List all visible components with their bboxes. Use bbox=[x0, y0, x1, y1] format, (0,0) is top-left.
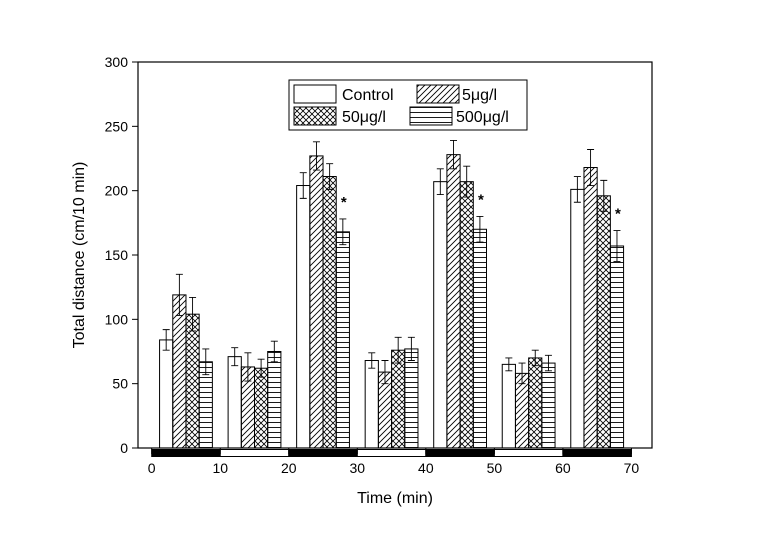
bar-control-10-20 bbox=[227, 356, 242, 449]
error-bar-5ug-50-60 bbox=[518, 362, 526, 385]
bar-500ug-20-30 bbox=[335, 231, 350, 449]
bar-5ug-0-10 bbox=[172, 294, 187, 449]
y-tick-label: 50 bbox=[112, 376, 128, 392]
error-bar-500ug-0-10 bbox=[202, 348, 210, 376]
legend-swatch-control bbox=[293, 84, 337, 104]
bar-5ug-60-70 bbox=[583, 167, 598, 449]
bar-5ug-40-50 bbox=[446, 154, 461, 449]
significance-asterisk: * bbox=[341, 194, 347, 211]
light-phase-bar bbox=[356, 449, 427, 457]
error-bar-5ug-0-10 bbox=[175, 273, 183, 316]
error-bar-500ug-40-50 bbox=[476, 215, 484, 243]
bar-control-60-70 bbox=[570, 188, 585, 449]
error-bar-5ug-30-40 bbox=[381, 360, 389, 385]
x-tick-label: 50 bbox=[487, 460, 503, 476]
y-tick-label: 200 bbox=[105, 183, 129, 199]
significance-asterisk: * bbox=[615, 206, 621, 223]
error-bar-control-40-50 bbox=[436, 168, 444, 195]
error-bar-control-20-30 bbox=[299, 172, 307, 199]
bar-500ug-50-60 bbox=[541, 362, 556, 449]
bar-50ug-60-70 bbox=[596, 195, 611, 449]
legend: Control 5μg/l 50μg/l 500μg/l bbox=[288, 79, 528, 131]
x-tick-label: 40 bbox=[418, 460, 434, 476]
bar-50ug-10-20 bbox=[254, 367, 269, 449]
error-bar-control-10-20 bbox=[231, 347, 239, 367]
error-bar-50ug-10-20 bbox=[257, 358, 265, 378]
bar-50ug-20-30 bbox=[322, 176, 337, 449]
legend-label-50ug: 50μg/l bbox=[342, 109, 386, 126]
error-bar-control-0-10 bbox=[162, 329, 170, 351]
error-bar-500ug-20-30 bbox=[339, 218, 347, 246]
bar-500ug-60-70 bbox=[609, 245, 625, 449]
error-bar-500ug-60-70 bbox=[613, 230, 621, 262]
legend-label-control: Control bbox=[342, 87, 394, 104]
x-tick-label: 60 bbox=[555, 460, 571, 476]
y-tick-label: 150 bbox=[105, 247, 129, 263]
bar-50ug-50-60 bbox=[528, 357, 543, 449]
bar-control-20-30 bbox=[296, 185, 311, 449]
error-bar-500ug-30-40 bbox=[407, 336, 415, 361]
bar-50ug-40-50 bbox=[459, 181, 474, 449]
error-bar-control-30-40 bbox=[368, 352, 376, 369]
error-bar-50ug-50-60 bbox=[531, 349, 539, 367]
bar-5ug-20-30 bbox=[309, 155, 324, 449]
error-bar-50ug-0-10 bbox=[189, 297, 197, 332]
error-bar-5ug-60-70 bbox=[587, 149, 595, 186]
error-bar-500ug-10-20 bbox=[270, 340, 278, 363]
significance-asterisk: * bbox=[478, 191, 484, 208]
x-axis-label: Time (min) bbox=[357, 490, 433, 507]
dark-phase-bar bbox=[425, 449, 495, 457]
bar-control-40-50 bbox=[433, 181, 448, 449]
bar-500ug-10-20 bbox=[267, 351, 282, 449]
y-tick-label: 300 bbox=[105, 54, 129, 70]
legend-swatch-5ug bbox=[416, 84, 460, 104]
legend-label-500ug: 500μg/l bbox=[456, 109, 509, 126]
bar-control-30-40 bbox=[364, 360, 379, 449]
x-tick-label: 0 bbox=[148, 460, 156, 476]
dark-phase-bar bbox=[288, 449, 358, 457]
bar-control-0-10 bbox=[159, 339, 174, 449]
bar-500ug-30-40 bbox=[404, 348, 419, 449]
dark-phase-bar bbox=[151, 449, 221, 457]
error-bar-5ug-20-30 bbox=[312, 141, 320, 171]
legend-label-5ug: 5μg/l bbox=[462, 87, 497, 104]
bar-control-50-60 bbox=[501, 363, 516, 449]
bar-50ug-0-10 bbox=[185, 313, 200, 449]
dark-phase-bar bbox=[562, 449, 632, 457]
y-axis-label: Total distance (cm/10 min) bbox=[71, 162, 88, 349]
y-tick-label: 100 bbox=[105, 311, 129, 327]
light-phase-bar bbox=[493, 449, 564, 457]
legend-swatch-50ug bbox=[293, 106, 337, 126]
error-bar-control-50-60 bbox=[505, 357, 513, 372]
error-bar-50ug-30-40 bbox=[394, 336, 402, 364]
x-tick-label: 20 bbox=[281, 460, 297, 476]
error-bar-50ug-60-70 bbox=[600, 179, 608, 212]
error-bar-control-60-70 bbox=[573, 176, 581, 203]
error-bar-500ug-50-60 bbox=[544, 354, 552, 372]
y-tick-label: 250 bbox=[105, 118, 129, 134]
bar-5ug-50-60 bbox=[514, 372, 530, 449]
error-bar-50ug-40-50 bbox=[463, 165, 471, 198]
bar-500ug-40-50 bbox=[472, 228, 488, 449]
error-bar-50ug-20-30 bbox=[326, 163, 334, 190]
bar-50ug-30-40 bbox=[391, 349, 406, 449]
error-bar-5ug-10-20 bbox=[244, 352, 252, 382]
x-tick-label: 10 bbox=[212, 460, 228, 476]
legend-swatch-500ug bbox=[409, 106, 453, 126]
y-tick-label: 0 bbox=[120, 440, 128, 456]
x-tick-label: 30 bbox=[350, 460, 366, 476]
light-phase-bar bbox=[219, 449, 290, 457]
x-tick-label: 70 bbox=[624, 460, 640, 476]
error-bar-5ug-40-50 bbox=[450, 140, 458, 170]
